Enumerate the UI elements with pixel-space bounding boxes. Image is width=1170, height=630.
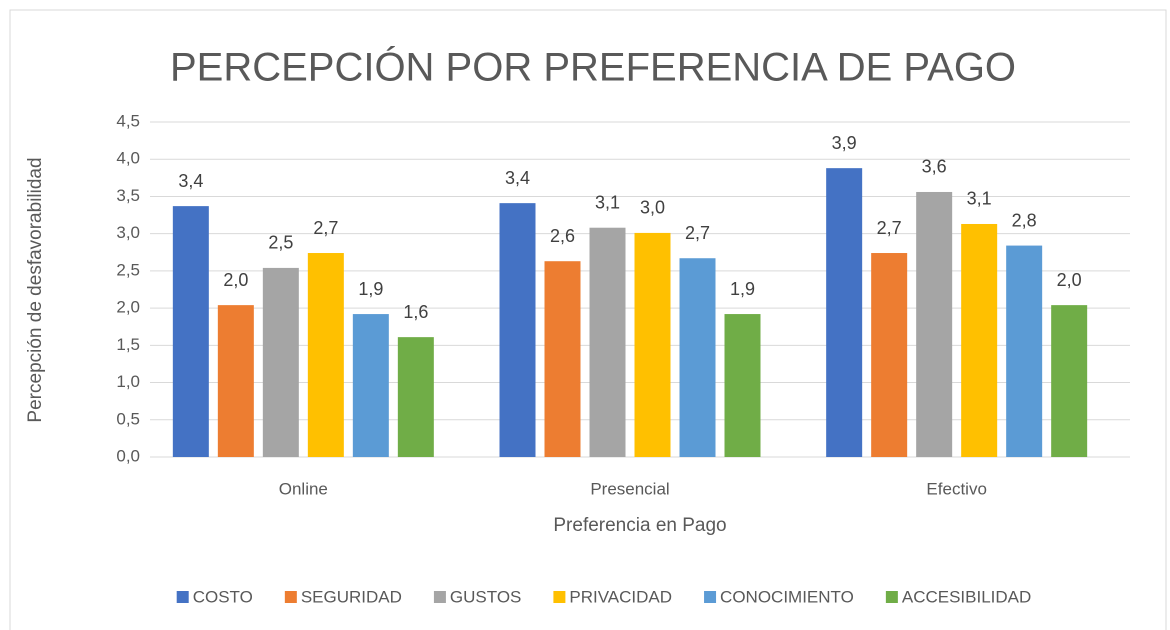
bar	[1051, 305, 1088, 457]
x-tick-label: Presencial	[590, 479, 669, 498]
x-axis-title: Preferencia en Pago	[553, 515, 726, 536]
data-label: 2,8	[1012, 210, 1037, 230]
data-label: 2,0	[223, 270, 248, 290]
legend-label: COSTO	[193, 587, 253, 606]
legend-label: CONOCIMIENTO	[720, 587, 854, 606]
x-tick-label: Efectivo	[926, 479, 986, 498]
data-label: 3,9	[832, 133, 857, 153]
bar	[397, 337, 434, 457]
y-tick-label: 1,5	[116, 335, 140, 354]
legend-swatch	[433, 591, 446, 603]
bar	[544, 261, 581, 457]
y-tick-label: 4,0	[116, 149, 140, 168]
legend-label: SEGURIDAD	[301, 587, 402, 606]
bar	[352, 314, 389, 457]
bar	[262, 267, 299, 457]
bar	[826, 168, 863, 457]
data-label: 3,1	[967, 189, 992, 209]
data-label: 3,0	[640, 198, 665, 218]
bar	[499, 203, 536, 457]
legend-label: ACCESIBILIDAD	[902, 587, 1031, 606]
chart-title: PERCEPCIÓN POR PREFERENCIA DE PAGO	[170, 45, 1016, 90]
data-label: 2,5	[268, 233, 293, 253]
bar	[724, 314, 761, 457]
legend-swatch	[553, 591, 566, 603]
data-label: 1,6	[403, 302, 428, 322]
y-tick-label: 0,5	[116, 409, 140, 428]
legend-label: GUSTOS	[450, 587, 521, 606]
y-tick-label: 1,0	[116, 372, 140, 391]
y-tick-label: 3,0	[116, 223, 140, 242]
y-tick-label: 0,0	[116, 446, 140, 465]
y-tick-label: 4,5	[116, 111, 140, 130]
bar	[589, 227, 626, 457]
data-label: 3,1	[595, 192, 620, 212]
bar	[916, 191, 953, 457]
bar	[634, 232, 671, 457]
bar	[679, 258, 716, 457]
y-tick-label: 3,5	[116, 186, 140, 205]
bar	[961, 223, 998, 457]
data-label: 3,4	[178, 171, 203, 191]
data-label: 3,4	[505, 168, 530, 188]
bar	[172, 206, 209, 457]
data-label: 1,9	[358, 279, 383, 299]
legend-swatch	[284, 591, 297, 603]
data-label: 2,7	[313, 218, 338, 238]
bar	[1006, 245, 1043, 457]
y-tick-label: 2,0	[116, 298, 140, 317]
data-label: 2,0	[1057, 270, 1082, 290]
bar	[871, 253, 908, 457]
y-axis-title: Percepción de desfavorabilidad	[25, 157, 46, 422]
legend-swatch	[704, 591, 717, 603]
bar	[217, 305, 254, 457]
bar	[307, 253, 344, 457]
legend-swatch	[176, 591, 189, 603]
y-tick-label: 2,5	[116, 260, 140, 279]
data-label: 2,7	[877, 218, 902, 238]
data-label: 1,9	[730, 279, 755, 299]
legend-label: PRIVACIDAD	[569, 587, 672, 606]
data-label: 2,6	[550, 226, 575, 246]
data-label: 2,7	[685, 223, 710, 243]
data-label: 3,6	[922, 157, 947, 177]
x-tick-label: Online	[279, 479, 328, 498]
legend-swatch	[885, 591, 898, 603]
